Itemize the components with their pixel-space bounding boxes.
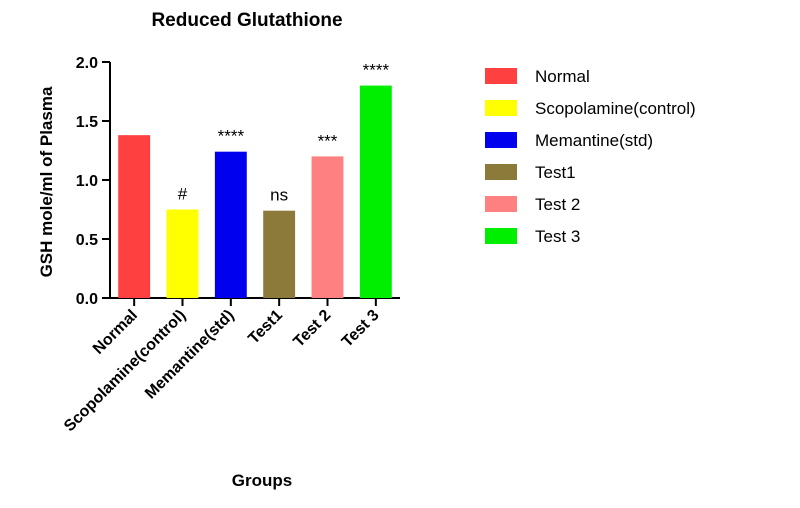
significance-label: **** xyxy=(363,61,390,80)
bar-normal xyxy=(118,135,151,298)
bar-scopolamine-control xyxy=(166,209,199,298)
significance-label: ns xyxy=(270,186,288,205)
x-tick-label-test-2: Test 2 xyxy=(290,307,334,351)
y-tick-label: 1.5 xyxy=(76,114,98,131)
x-tick-label-memantine-std: Memantine(std) xyxy=(142,307,238,403)
bar-memantine-std xyxy=(214,151,247,298)
legend-swatch-test-2 xyxy=(485,196,517,212)
y-tick-label: 1.0 xyxy=(76,173,98,190)
legend-swatch-test1 xyxy=(485,164,517,180)
bar-test1 xyxy=(263,210,296,298)
legend-label-memantine-std: Memantine(std) xyxy=(535,131,653,150)
x-axis-label: Groups xyxy=(232,471,292,490)
legend-swatch-normal xyxy=(485,68,517,84)
y-tick-label: 0.0 xyxy=(76,291,98,308)
significance-label: **** xyxy=(218,127,245,146)
y-tick-label: 2.0 xyxy=(76,55,98,72)
y-tick-label: 0.5 xyxy=(76,232,98,249)
legend-swatch-memantine-std xyxy=(485,132,517,148)
x-tick-label-test-3: Test 3 xyxy=(339,307,383,351)
significance-label: *** xyxy=(318,131,338,150)
legend-swatch-scopolamine-control xyxy=(485,100,517,116)
significance-label: # xyxy=(178,185,188,204)
legend-label-scopolamine-control: Scopolamine(control) xyxy=(535,99,696,118)
legend-label-test-2: Test 2 xyxy=(535,195,580,214)
legend-swatch-test-3 xyxy=(485,228,517,244)
y-axis-label: GSH mole/ml of Plasma xyxy=(37,86,56,277)
x-tick-label-test1: Test1 xyxy=(245,307,286,348)
chart-title: Reduced Glutathione xyxy=(151,10,342,31)
bar-test-3 xyxy=(359,85,392,298)
legend-label-test1: Test1 xyxy=(535,163,576,182)
legend-label-test-3: Test 3 xyxy=(535,227,580,246)
legend-label-normal: Normal xyxy=(535,67,590,86)
bar-test-2 xyxy=(311,156,344,298)
